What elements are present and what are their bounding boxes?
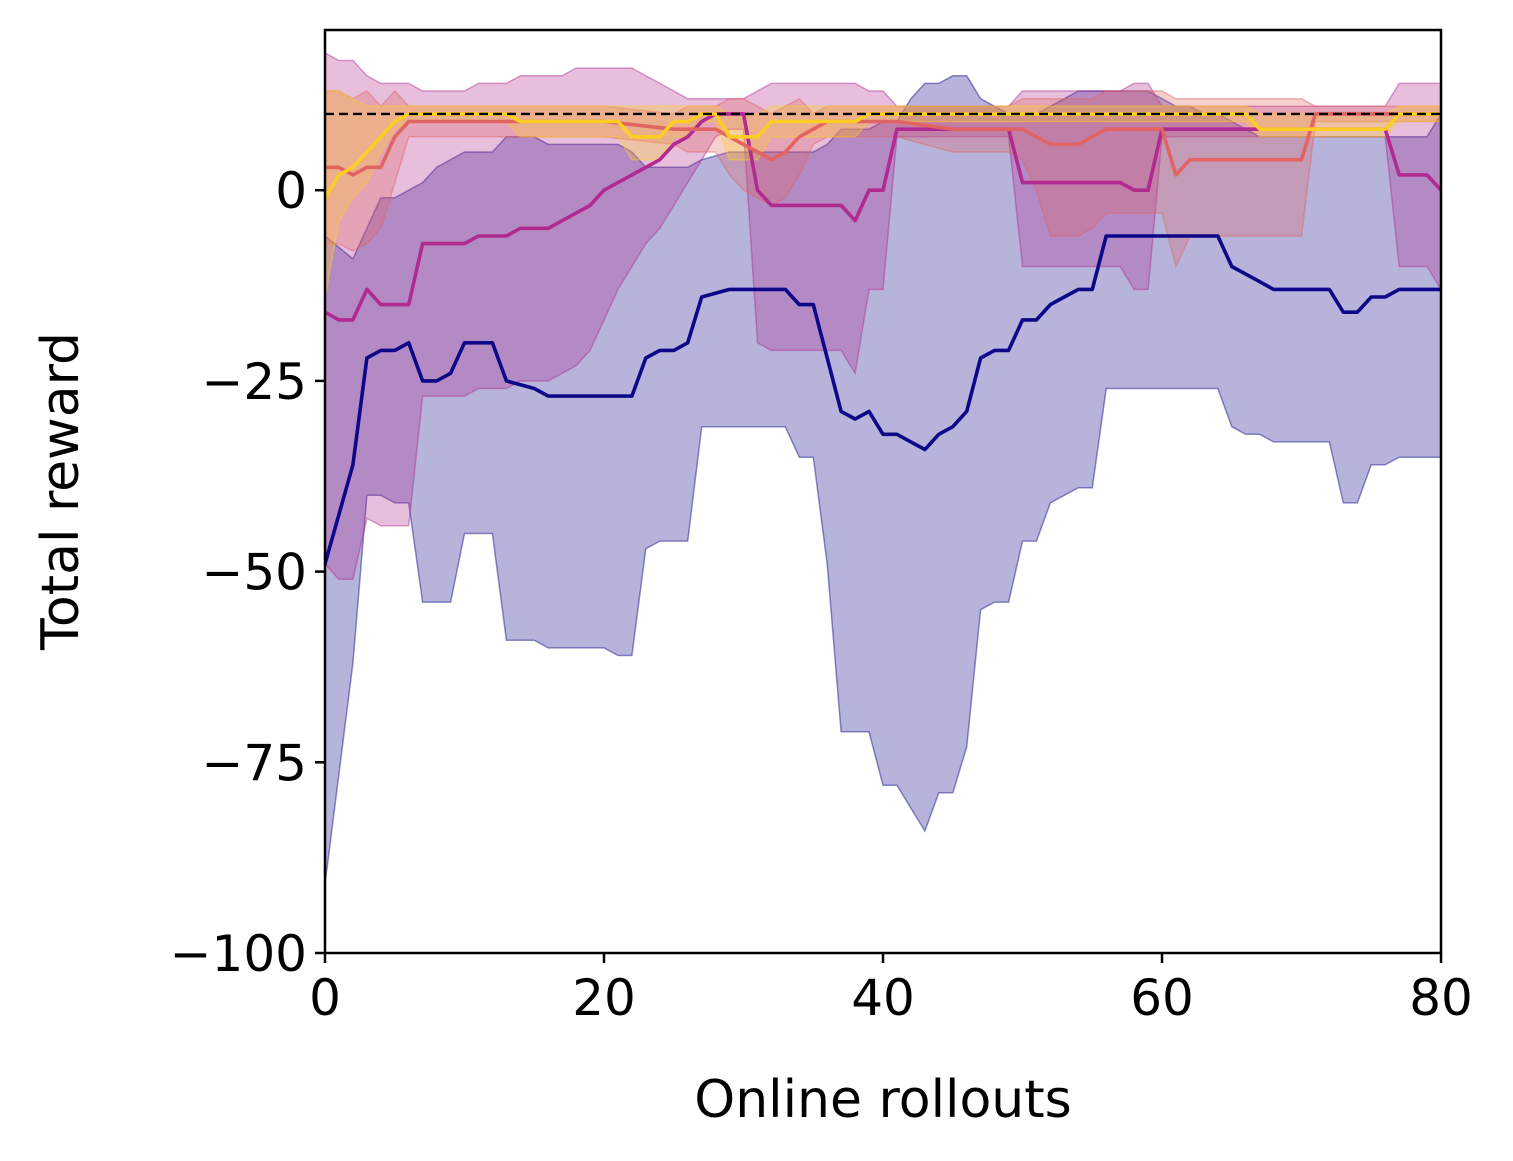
mean-line-1 <box>325 234 1441 566</box>
x-axis-title: Online rollouts <box>694 1070 1071 1130</box>
x-tick-label: 40 <box>851 969 915 1027</box>
y-tick-label: 0 <box>275 162 307 220</box>
y-tick-label: −75 <box>201 734 307 792</box>
confidence-band-2 <box>325 52 1441 580</box>
y-tick-label: −50 <box>201 544 307 602</box>
x-tick-label: 0 <box>309 969 341 1027</box>
y-tick-label: −25 <box>201 353 307 411</box>
confidence-band-1 <box>325 75 1441 885</box>
x-tick-label: 60 <box>1130 969 1194 1027</box>
y-axis-title: Total reward <box>31 332 91 651</box>
x-axis-ticks: 0 20 40 60 80 <box>309 953 1473 1027</box>
x-tick-label: 80 <box>1409 969 1473 1027</box>
y-tick-label: −100 <box>170 925 307 983</box>
y-axis-ticks: 0 −25 −50 −75 −100 <box>170 162 325 983</box>
mean-line-3 <box>325 112 1441 177</box>
x-tick-label: 20 <box>572 969 636 1027</box>
confidence-band-4 <box>325 90 1441 298</box>
